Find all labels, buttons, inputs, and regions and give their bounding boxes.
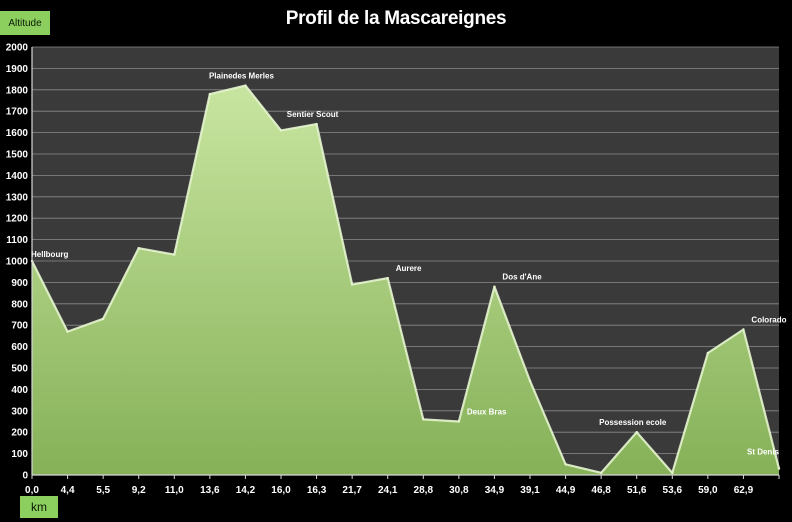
x-tick-label: 21,7 (342, 485, 362, 496)
y-tick-label: 1000 (6, 257, 29, 268)
y-tick-label: 1200 (6, 214, 29, 225)
point-annotation: Aurere (396, 264, 422, 273)
data-point (742, 328, 745, 331)
x-tick-label: 13,6 (200, 485, 220, 496)
data-point (528, 379, 532, 383)
x-tick-label: 44,9 (556, 485, 576, 496)
x-tick-label: 46,8 (591, 485, 611, 496)
annotations: Hellbourg Plainedes Merles Sentier Scout Au… (31, 72, 787, 457)
y-tick-label: 1800 (6, 85, 29, 96)
y-tick-label: 1900 (6, 64, 29, 75)
y-tick-label: 1500 (6, 150, 29, 161)
data-point (350, 283, 354, 286)
data-point (386, 276, 389, 280)
y-tick-label: 500 (11, 364, 28, 375)
data-point (564, 463, 567, 466)
point-annotation: Possession ecole (599, 418, 667, 427)
data-point (777, 467, 781, 470)
data-point (244, 84, 247, 87)
x-tick-label: 11,0 (165, 485, 184, 496)
point-annotation: Colorado (751, 315, 786, 324)
data-point (457, 420, 461, 423)
axes (31, 47, 780, 479)
x-tick-label: 9,2 (132, 485, 146, 496)
y-tick-label: 900 (11, 278, 28, 289)
y-tick-label: 600 (11, 342, 28, 353)
x-tick-label: 0,0 (25, 485, 39, 496)
x-tick-label: 59,0 (698, 485, 718, 496)
x-tick-label: 24,1 (378, 485, 398, 496)
area-fill (32, 85, 779, 476)
y-tick-label: 700 (11, 321, 28, 332)
area-series (30, 84, 781, 476)
point-annotation: St Denis (747, 448, 780, 457)
x-tick-label: 5,5 (96, 485, 110, 496)
y-tick-label: 200 (11, 428, 28, 439)
y-tick-label: 1600 (6, 128, 29, 139)
x-tick-labels: 0,0 4,4 5,5 9,2 11,0 13,6 14,2 16,0 16,3 21,7 24,1… (25, 485, 754, 496)
data-point (101, 317, 105, 320)
data-point (208, 92, 212, 96)
data-point (422, 418, 425, 421)
y-tick-label: 1700 (6, 107, 29, 118)
point-annotation: Dos d'Ane (502, 273, 542, 282)
x-tick-label: 34,9 (485, 485, 505, 496)
chart-title: Profil de la Mascareignes (285, 8, 507, 29)
point-annotation: Plainedes Merles (209, 72, 274, 81)
x-tick-label: 16,0 (271, 485, 291, 496)
y-tick-label: 100 (11, 449, 28, 460)
y-tick-label: 400 (11, 385, 28, 396)
x-tick-label: 16,3 (307, 485, 327, 496)
y-tick-label: 0 (22, 471, 28, 482)
point-annotation: Hellbourg (31, 250, 68, 259)
x-axis-label: km (20, 496, 58, 518)
data-point (315, 122, 318, 126)
point-annotation: Deux Bras (467, 408, 507, 417)
area-outline (31, 84, 781, 474)
x-tick-label: 62,9 (734, 485, 754, 496)
data-point (493, 285, 496, 288)
data-point (137, 246, 140, 250)
x-tick-label: 14,2 (236, 485, 256, 496)
data-point (706, 351, 710, 355)
y-tick-label: 1400 (6, 171, 29, 182)
x-tick-label: 39,1 (520, 485, 540, 496)
x-tick-label: 4,4 (61, 485, 75, 496)
x-tick-label: 53,6 (663, 485, 683, 496)
y-axis-label: Altitude (0, 11, 50, 35)
y-tick-label: 300 (11, 406, 28, 417)
y-tick-label: 1100 (6, 235, 28, 246)
x-tick-label: 51,6 (627, 485, 647, 496)
y-tick-label: 2000 (6, 43, 29, 54)
data-point (599, 471, 603, 475)
data-point (279, 129, 283, 132)
point-annotation: Sentier Scout (287, 110, 339, 119)
data-point (671, 471, 674, 475)
x-tick-label: 30,8 (449, 485, 469, 496)
y-tick-labels: 0 100 200 300 400 500 600 700 800 900 1000 1100 1200… (6, 43, 29, 482)
x-tick-label: 28,8 (414, 485, 434, 496)
data-point (635, 431, 638, 434)
data-point (66, 330, 69, 333)
data-point (173, 253, 176, 256)
y-tick-label: 800 (11, 299, 28, 310)
y-tick-label: 1300 (6, 192, 29, 203)
